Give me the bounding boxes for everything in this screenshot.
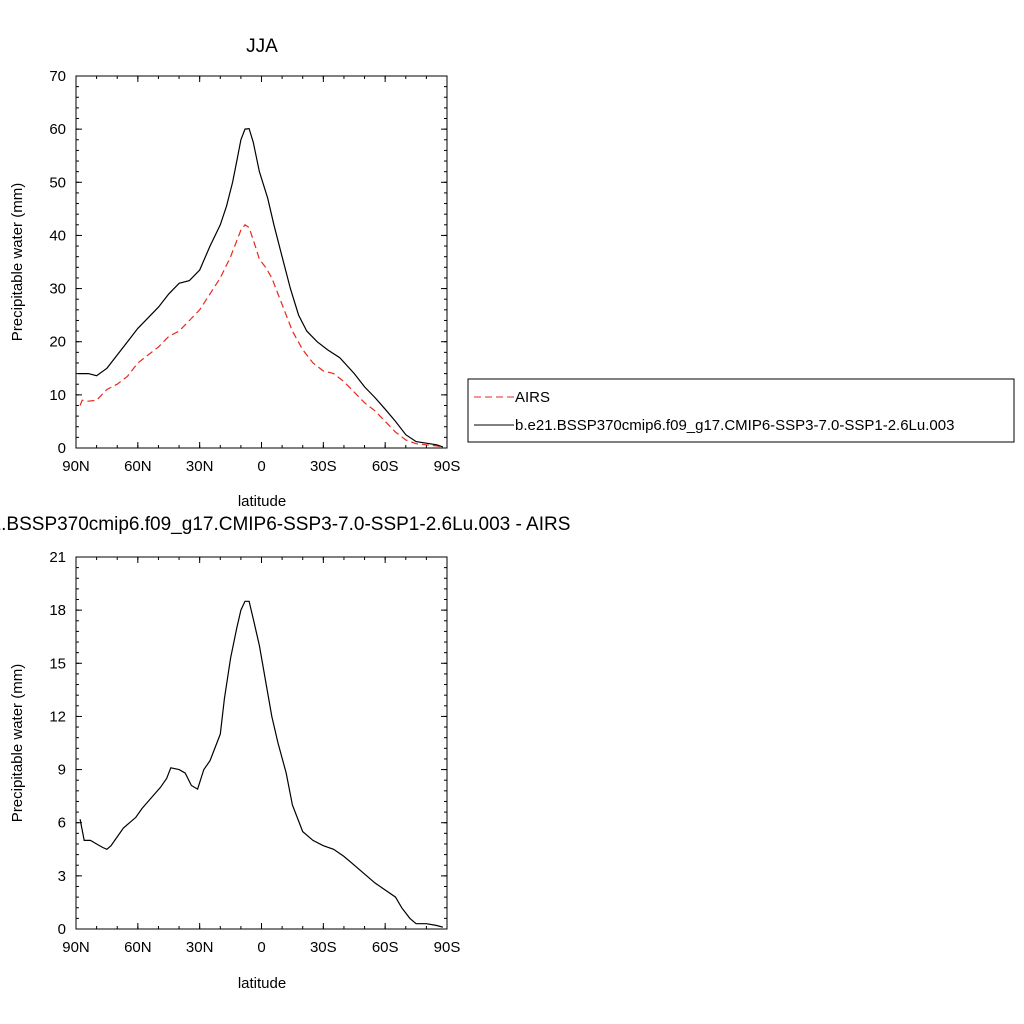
top-chart-x-axis-label: latitude	[238, 493, 286, 510]
legend-label-model: b.e21.BSSP370cmip6.f09_g17.CMIP6-SSP3-7.…	[515, 417, 954, 434]
bottom-chart-x-tick-label: 30N	[186, 939, 214, 956]
legend-box	[467, 378, 1015, 443]
bottom-chart-x-axis-label: latitude	[238, 975, 286, 992]
top-chart-y-tick-label: 20	[49, 334, 66, 351]
top-chart-ticks: 0 10 20 30 40 50 60 70 90N 60N 30N 0 30S 60S 90S	[49, 68, 460, 475]
bottom-chart-plot-frame	[75, 556, 448, 930]
top-chart-y-axis-label: Precipitable water (mm)	[9, 183, 26, 341]
top-chart-x-tick-label: 60S	[372, 458, 399, 475]
top-chart-panel: JJA 0 10 20 30 40 50 60 70 90N 60N 30N 0 30S 60S 90S l…	[9, 36, 460, 510]
bottom-chart-y-tick-label: 0	[58, 921, 66, 938]
legend-label-airs: AIRS	[515, 389, 550, 406]
bottom-chart-series-line-0	[79, 600, 444, 928]
bottom-chart-y-tick-label: 18	[49, 602, 66, 619]
top-chart-y-tick-label: 60	[49, 121, 66, 138]
top-chart-y-tick-label: 0	[58, 440, 66, 457]
top-chart-x-tick-label: 90S	[434, 458, 461, 475]
top-chart-x-tick-label: 30N	[186, 458, 214, 475]
bottom-chart-x-tick-label: 0	[257, 939, 265, 956]
top-chart-y-tick-label: 10	[49, 387, 66, 404]
top-chart-x-tick-label: 0	[257, 458, 265, 475]
bottom-chart-y-tick-label: 15	[49, 655, 66, 672]
top-chart-y-tick-label: 70	[49, 68, 66, 85]
bottom-chart-y-tick-label: 21	[49, 549, 66, 566]
bottom-chart-y-axis-label: Precipitable water (mm)	[9, 664, 26, 822]
top-chart-legend: AIRS b.e21.BSSP370cmip6.f09_g17.CMIP6-SS…	[467, 378, 1015, 443]
top-chart-x-tick-label: 30S	[310, 458, 337, 475]
bottom-chart-x-tick-label: 90S	[434, 939, 461, 956]
bottom-chart-x-tick-label: 60N	[124, 939, 152, 956]
top-chart-series	[78, 127, 444, 448]
top-chart-y-tick-label: 40	[49, 227, 66, 244]
bottom-chart-x-tick-label: 60S	[372, 939, 399, 956]
bottom-chart-ticks: 0 3 6 9 12 15 18 21 90N 60N 30N 0 30S 60S 90S	[49, 549, 460, 956]
top-chart-y-tick-label: 30	[49, 281, 66, 298]
top-chart-y-tick-label: 50	[49, 174, 66, 191]
top-chart-series-line-1	[78, 127, 444, 448]
bottom-chart-y-tick-label: 12	[49, 708, 66, 725]
bottom-chart-x-tick-label: 90N	[62, 939, 90, 956]
top-chart-series-line-0	[79, 223, 443, 448]
bottom-chart-panel: b.e21.BSSP370cmip6.f09_g17.CMIP6-SSP3-7.…	[0, 514, 570, 992]
bottom-chart-y-tick-label: 6	[58, 815, 66, 832]
top-chart-x-tick-label: 90N	[62, 458, 90, 475]
bottom-chart-title: b.e21.BSSP370cmip6.f09_g17.CMIP6-SSP3-7.…	[0, 514, 570, 535]
bottom-chart-y-tick-label: 9	[58, 762, 66, 779]
bottom-chart-x-tick-label: 30S	[310, 939, 337, 956]
bottom-chart-series	[79, 600, 444, 928]
top-chart-title: JJA	[246, 36, 278, 57]
top-chart-x-tick-label: 60N	[124, 458, 152, 475]
bottom-chart-y-tick-label: 3	[58, 868, 66, 885]
